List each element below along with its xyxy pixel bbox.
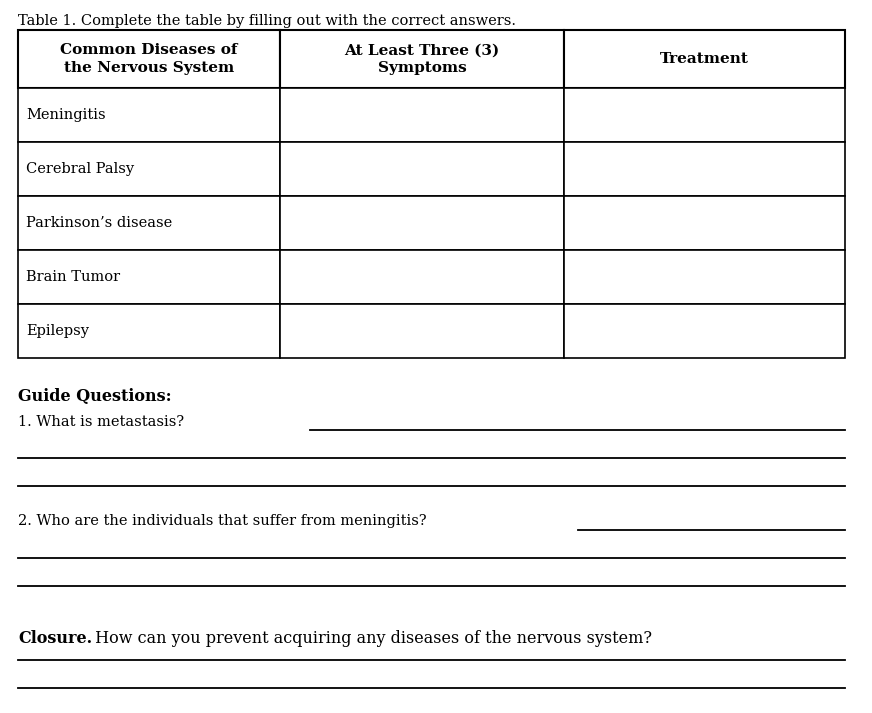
Text: Meningitis: Meningitis bbox=[26, 108, 106, 122]
Bar bbox=[564, 196, 845, 250]
Bar bbox=[564, 30, 845, 88]
Text: 2. Who are the individuals that suffer from meningitis?: 2. Who are the individuals that suffer f… bbox=[18, 514, 426, 528]
Bar bbox=[280, 196, 564, 250]
Text: Common Diseases of
the Nervous System: Common Diseases of the Nervous System bbox=[60, 43, 238, 75]
Bar bbox=[18, 30, 280, 88]
Text: Cerebral Palsy: Cerebral Palsy bbox=[26, 162, 134, 176]
Bar bbox=[18, 88, 280, 142]
Text: Treatment: Treatment bbox=[660, 52, 749, 66]
Text: Parkinson’s disease: Parkinson’s disease bbox=[26, 216, 173, 230]
Bar bbox=[280, 250, 564, 304]
Bar bbox=[564, 88, 845, 142]
Text: Table 1. Complete the table by filling out with the correct answers.: Table 1. Complete the table by filling o… bbox=[18, 14, 516, 28]
Text: Guide Questions:: Guide Questions: bbox=[18, 388, 172, 405]
Bar bbox=[280, 304, 564, 358]
Bar bbox=[280, 88, 564, 142]
Text: Epilepsy: Epilepsy bbox=[26, 324, 89, 338]
Text: At Least Three (3)
Symptoms: At Least Three (3) Symptoms bbox=[344, 43, 500, 75]
Text: Closure.: Closure. bbox=[18, 630, 92, 647]
Bar bbox=[564, 142, 845, 196]
Bar bbox=[18, 142, 280, 196]
Bar bbox=[18, 250, 280, 304]
Text: 1. What is metastasis?: 1. What is metastasis? bbox=[18, 415, 184, 429]
Bar bbox=[18, 304, 280, 358]
Bar bbox=[280, 30, 564, 88]
Text: How can you prevent acquiring any diseases of the nervous system?: How can you prevent acquiring any diseas… bbox=[90, 630, 652, 647]
Bar bbox=[564, 250, 845, 304]
Text: Brain Tumor: Brain Tumor bbox=[26, 270, 120, 284]
Bar bbox=[280, 142, 564, 196]
Bar bbox=[564, 304, 845, 358]
Bar bbox=[18, 196, 280, 250]
